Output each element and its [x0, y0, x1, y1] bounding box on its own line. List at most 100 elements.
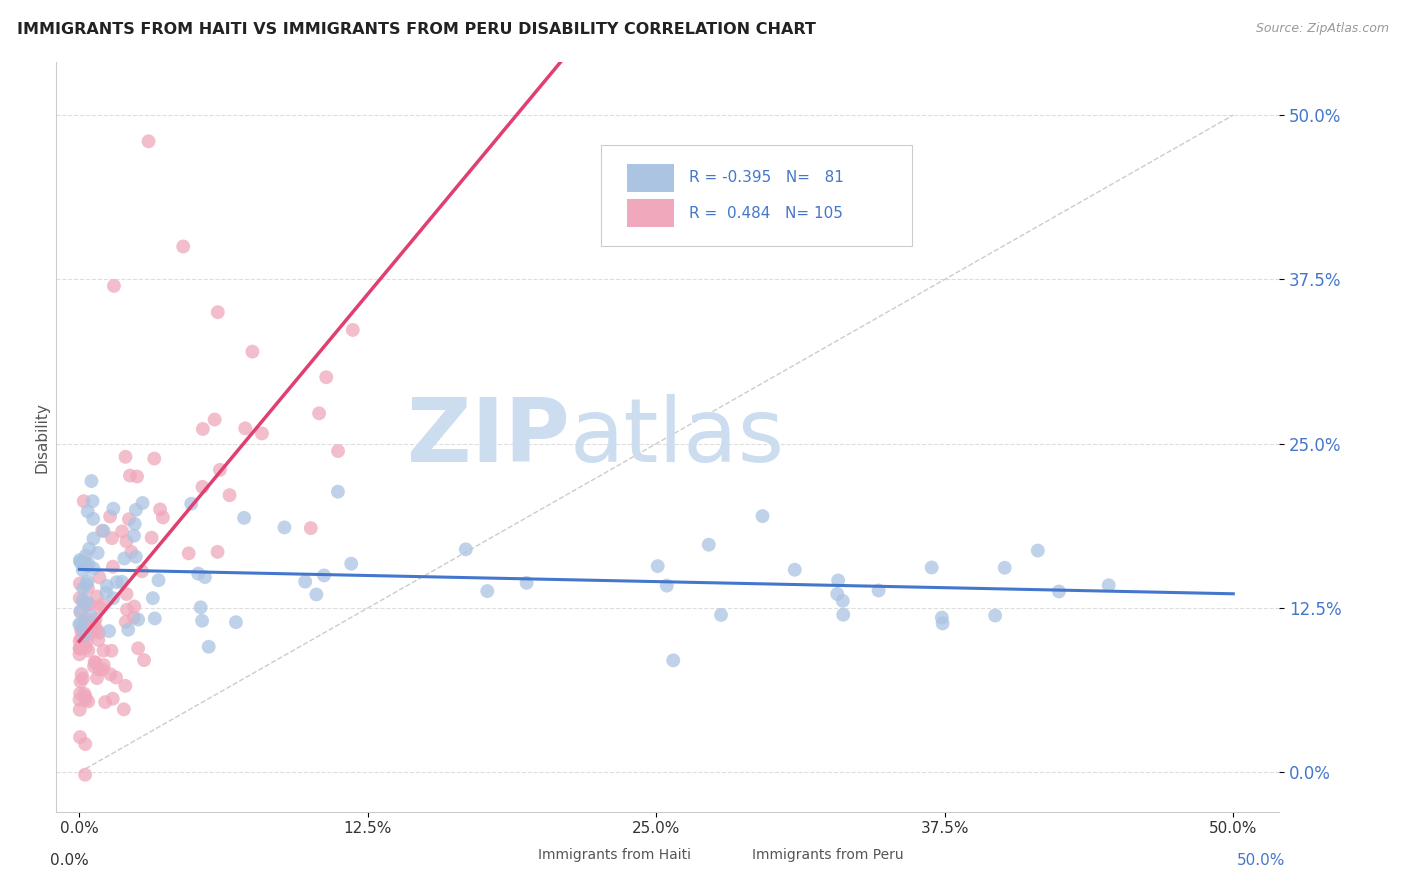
Point	[172, 239, 194, 253]
Point	[131, 564, 153, 578]
Point	[75, 549, 97, 563]
Point	[72, 582, 94, 596]
Point	[89, 663, 111, 677]
Point	[89, 570, 111, 584]
Point	[122, 529, 145, 543]
Point	[89, 600, 111, 615]
Point	[190, 600, 212, 615]
Point	[67, 617, 90, 632]
Point	[242, 344, 264, 359]
Point	[204, 412, 226, 426]
Point	[69, 633, 91, 648]
Point	[86, 546, 108, 560]
Point	[143, 611, 166, 625]
Point	[340, 557, 363, 571]
Text: Immigrants from Peru: Immigrants from Peru	[752, 848, 904, 863]
Point	[86, 623, 108, 637]
Text: 50.0%: 50.0%	[1237, 853, 1285, 868]
Point	[697, 538, 720, 552]
FancyBboxPatch shape	[600, 145, 912, 246]
Point	[69, 686, 91, 700]
Point	[76, 574, 98, 589]
Point	[868, 583, 890, 598]
Point	[207, 545, 229, 559]
Point	[69, 648, 91, 662]
Point	[69, 606, 91, 620]
Point	[93, 643, 115, 657]
Point	[72, 636, 94, 650]
Point	[194, 570, 217, 584]
Point	[132, 653, 155, 667]
Point	[93, 524, 115, 538]
Point	[831, 594, 853, 608]
Point	[117, 623, 139, 637]
Text: R = -0.395   N=   81: R = -0.395 N= 81	[689, 170, 844, 186]
Y-axis label: Disability: Disability	[34, 401, 49, 473]
Point	[138, 134, 160, 148]
Text: Immigrants from Haiti: Immigrants from Haiti	[538, 848, 692, 863]
Point	[326, 444, 349, 458]
Text: IMMIGRANTS FROM HAITI VS IMMIGRANTS FROM PERU DISABILITY CORRELATION CHART: IMMIGRANTS FROM HAITI VS IMMIGRANTS FROM…	[17, 22, 815, 37]
Point	[69, 555, 91, 569]
Point	[218, 488, 240, 502]
Text: Source: ZipAtlas.com: Source: ZipAtlas.com	[1256, 22, 1389, 36]
Text: ZIP: ZIP	[408, 393, 569, 481]
Text: 0.0%: 0.0%	[51, 853, 89, 868]
Point	[82, 512, 104, 526]
Point	[454, 542, 477, 557]
Point	[118, 468, 141, 483]
Point	[299, 521, 322, 535]
Point	[931, 610, 953, 624]
Point	[69, 693, 91, 707]
Point	[115, 534, 138, 549]
Point	[122, 599, 145, 614]
Point	[77, 541, 100, 556]
Point	[187, 566, 209, 581]
Point	[69, 641, 91, 656]
Point	[1026, 543, 1049, 558]
Point	[86, 671, 108, 685]
Point	[79, 598, 101, 612]
Point	[662, 653, 685, 667]
Point	[112, 551, 135, 566]
Point	[86, 590, 108, 604]
Point	[101, 531, 124, 545]
Point	[75, 690, 97, 704]
Point	[751, 509, 773, 524]
Point	[783, 563, 806, 577]
Point	[1047, 584, 1070, 599]
Point	[143, 451, 166, 466]
Bar	[627, 199, 673, 227]
Point	[83, 655, 105, 669]
Point	[75, 737, 97, 751]
Point	[208, 463, 231, 477]
Point	[83, 659, 105, 673]
Point	[225, 615, 247, 630]
Point	[84, 612, 107, 626]
Point	[100, 644, 122, 658]
Point	[710, 607, 733, 622]
Point	[87, 625, 110, 640]
Point	[93, 658, 115, 673]
Point	[75, 768, 97, 782]
Point	[125, 503, 148, 517]
Point	[77, 557, 100, 571]
Point	[177, 546, 200, 560]
Point	[1098, 578, 1121, 592]
Point	[75, 612, 97, 626]
Point	[69, 616, 91, 631]
Point	[111, 524, 134, 539]
Point	[127, 641, 149, 656]
Point	[96, 579, 118, 593]
Point	[112, 702, 135, 716]
Point	[69, 730, 91, 744]
Point	[69, 703, 91, 717]
Point	[69, 640, 91, 655]
Point	[79, 608, 101, 623]
Point	[191, 614, 214, 628]
Text: R =  0.484   N= 105: R = 0.484 N= 105	[689, 205, 842, 220]
Point	[250, 426, 273, 441]
Point	[984, 608, 1007, 623]
Point	[122, 610, 145, 624]
Point	[76, 595, 98, 609]
